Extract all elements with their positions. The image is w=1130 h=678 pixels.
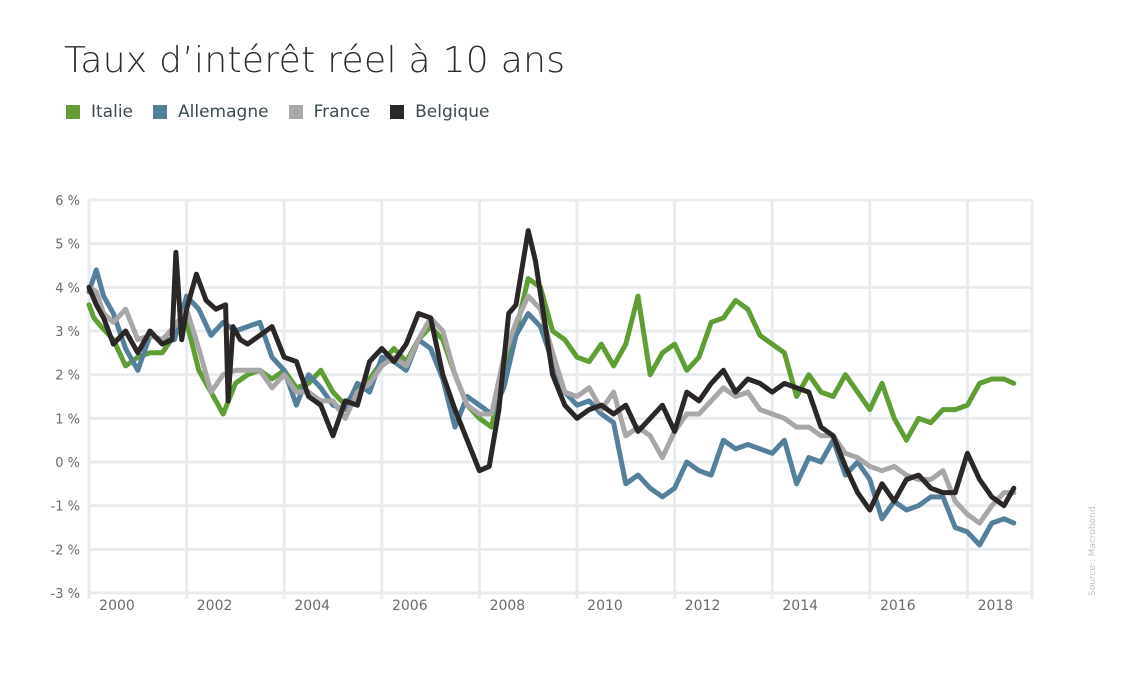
legend-label-belgique: Belgique: [415, 102, 490, 122]
x-tick-label: 2004: [294, 598, 330, 614]
chart-title: Taux d’intérêt réel à 10 ans: [64, 40, 566, 81]
legend-item-italie: Italie: [66, 102, 133, 122]
legend-swatch-allemagne: [153, 105, 168, 119]
legend-label-allemagne: Allemagne: [178, 102, 269, 122]
x-tick-label: 2008: [490, 598, 526, 614]
y-axis-labels: 6 % 5 % 4 % 3 % 2 % 1 % 0 % -1 % -2 % -3 %: [51, 194, 80, 602]
legend-label-italie: Italie: [91, 102, 134, 122]
x-tick-label: 2010: [587, 598, 623, 614]
chart-legend: Italie Allemagne France Belgique: [66, 102, 509, 122]
x-tick-label: 2002: [197, 598, 233, 614]
x-tick-label: 2012: [685, 598, 721, 614]
legend-swatch-italie: [66, 105, 80, 119]
x-tick-label: 2006: [392, 598, 428, 614]
series-line-italie: [86, 276, 1017, 443]
source-note: Source : Macrobond: [1088, 506, 1098, 596]
y-tick-label: -3 %: [51, 587, 80, 602]
legend-swatch-france: [288, 105, 303, 119]
x-tick-label: 2018: [978, 598, 1014, 614]
y-tick-label: 5 %: [55, 238, 80, 253]
series-line-belgique: [86, 228, 1017, 513]
legend-item-france: France: [288, 102, 371, 122]
y-tick-label: -2 %: [51, 543, 80, 558]
x-axis-labels: 2000 2002 2004 2006 2008 2010 2012 2014 2016 2018: [99, 598, 1013, 614]
y-tick-label: 3 %: [55, 325, 80, 340]
chart-lines: [86, 228, 1017, 548]
y-tick-label: 4 %: [55, 281, 80, 296]
x-tick-label: 2014: [782, 598, 818, 614]
y-tick-label: 0 %: [55, 456, 80, 471]
legend-item-allemagne: Allemagne: [153, 102, 269, 122]
legend-item-belgique: Belgique: [390, 102, 489, 122]
legend-label-france: France: [313, 102, 371, 122]
y-tick-label: 6 %: [55, 194, 80, 209]
y-tick-label: 2 %: [55, 369, 80, 384]
y-tick-label: 1 %: [55, 412, 80, 427]
x-tick-label: 2016: [880, 598, 916, 614]
chart-grid: [87, 198, 1034, 599]
y-tick-label: -1 %: [51, 500, 80, 515]
legend-swatch-belgique: [390, 105, 405, 119]
x-tick-label: 2000: [99, 598, 135, 614]
